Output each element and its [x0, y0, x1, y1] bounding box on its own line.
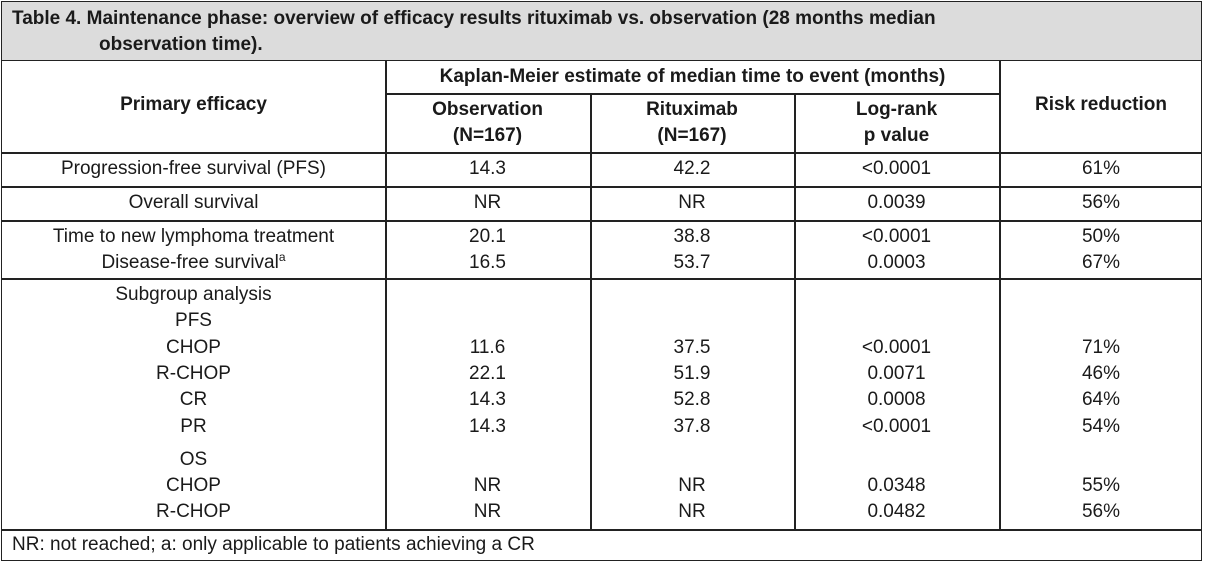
- pfs-chop-label: CHOP: [166, 337, 221, 358]
- row-dfs-label-text: Disease-free survival: [101, 252, 279, 273]
- caption-line-1: Table 4. Maintenance phase: overview of …: [12, 8, 936, 29]
- row-os-risk: 56%: [1081, 192, 1121, 213]
- header-rituximab-n: (N=167): [657, 125, 727, 146]
- subgroup-os-label: OS: [179, 449, 208, 470]
- header-rituximab: Rituximab: [646, 99, 738, 120]
- header-logrank: Log-rank: [855, 99, 938, 120]
- row-ttnlt-rituximab: 38.8: [673, 226, 711, 247]
- pfs-cr-observation: 14.3: [469, 389, 506, 410]
- subgroup-pfs-label: PFS: [175, 310, 212, 331]
- col-divider-1: [385, 61, 387, 530]
- pfs-chop-p: <0.0001: [861, 337, 932, 358]
- col-divider-4: [999, 61, 1001, 530]
- os-chop-risk: 55%: [1081, 475, 1121, 496]
- row-pfs-risk: 61%: [1081, 158, 1121, 179]
- row-os-label: Overall survival: [128, 192, 259, 213]
- header-bottom-line: [2, 152, 1201, 154]
- pfs-rchop-rituximab: 51.9: [673, 363, 711, 384]
- os-rchop-risk: 56%: [1081, 501, 1121, 522]
- pfs-cr-p: 0.0008: [867, 389, 926, 410]
- col-divider-3: [794, 94, 796, 530]
- header-km-estimate: Kaplan-Meier estimate of median time to …: [439, 66, 946, 87]
- pfs-pr-p: <0.0001: [861, 416, 932, 437]
- row-os-rituximab: NR: [678, 192, 706, 213]
- os-chop-p: 0.0348: [867, 475, 926, 496]
- header-observation: Observation: [432, 99, 543, 120]
- row-pfs-observation: 14.3: [469, 158, 506, 179]
- row-dfs-label: Disease-free survivala: [2, 250, 385, 276]
- pfs-cr-label: CR: [179, 389, 208, 410]
- col-divider-2: [590, 94, 592, 530]
- pfs-pr-label: PR: [180, 416, 207, 437]
- row-pfs-rituximab: 42.2: [673, 158, 711, 179]
- row-ttnlt-label: Time to new lymphoma treatment: [52, 226, 335, 247]
- pfs-chop-risk: 71%: [1081, 337, 1121, 358]
- row-dfs-observation: 16.5: [469, 252, 506, 273]
- row-ttnlt-observation: 20.1: [469, 226, 506, 247]
- table-footnote: NR: not reached; a: only applicable to p…: [12, 534, 535, 555]
- subgroup-title: Subgroup analysis: [115, 284, 272, 305]
- row-os-observation: NR: [473, 192, 502, 213]
- row-line-2: [2, 220, 1201, 222]
- row-dfs-rituximab: 53.7: [673, 252, 711, 273]
- row-pfs-label: Progression-free survival (PFS): [60, 158, 327, 179]
- pfs-rchop-label: R-CHOP: [156, 363, 231, 384]
- row-dfs-risk: 67%: [1081, 252, 1121, 273]
- row-line-3: [2, 278, 1201, 280]
- pfs-pr-rituximab: 37.8: [673, 416, 711, 437]
- os-rchop-p: 0.0482: [867, 501, 926, 522]
- pfs-chop-rituximab: 37.5: [673, 337, 711, 358]
- header-pvalue: p value: [863, 125, 930, 146]
- caption-line-2: observation time).: [99, 34, 263, 55]
- row-ttnlt-p: <0.0001: [861, 226, 932, 247]
- km-header-underline: [385, 93, 1000, 95]
- pfs-rchop-risk: 46%: [1081, 363, 1121, 384]
- os-chop-rituximab: NR: [678, 475, 706, 496]
- row-os-p: 0.0039: [867, 192, 926, 213]
- pfs-pr-observation: 14.3: [469, 416, 506, 437]
- os-rchop-label: R-CHOP: [156, 501, 231, 522]
- pfs-rchop-p: 0.0071: [867, 363, 926, 384]
- os-rchop-rituximab: NR: [678, 501, 706, 522]
- header-observation-n: (N=167): [452, 125, 523, 146]
- pfs-pr-risk: 54%: [1081, 416, 1121, 437]
- header-risk-reduction: Risk reduction: [1035, 94, 1167, 115]
- os-chop-label: CHOP: [166, 475, 221, 496]
- header-primary-efficacy: Primary efficacy: [120, 94, 267, 115]
- footer-line: [2, 529, 1201, 531]
- pfs-chop-observation: 11.6: [469, 337, 506, 358]
- pfs-cr-risk: 64%: [1081, 389, 1121, 410]
- row-dfs-p: 0.0003: [867, 252, 926, 273]
- pfs-rchop-observation: 22.1: [469, 363, 506, 384]
- row-pfs-p: <0.0001: [861, 158, 932, 179]
- row-line-1: [2, 186, 1201, 188]
- os-chop-observation: NR: [473, 475, 502, 496]
- table-caption: Table 4. Maintenance phase: overview of …: [2, 2, 1201, 61]
- os-rchop-observation: NR: [473, 501, 502, 522]
- row-dfs-footnote-mark: a: [278, 250, 286, 264]
- pfs-cr-rituximab: 52.8: [673, 389, 711, 410]
- row-ttnlt-risk: 50%: [1081, 226, 1121, 247]
